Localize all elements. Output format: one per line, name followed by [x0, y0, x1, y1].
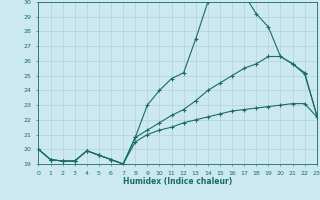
X-axis label: Humidex (Indice chaleur): Humidex (Indice chaleur)	[123, 177, 232, 186]
